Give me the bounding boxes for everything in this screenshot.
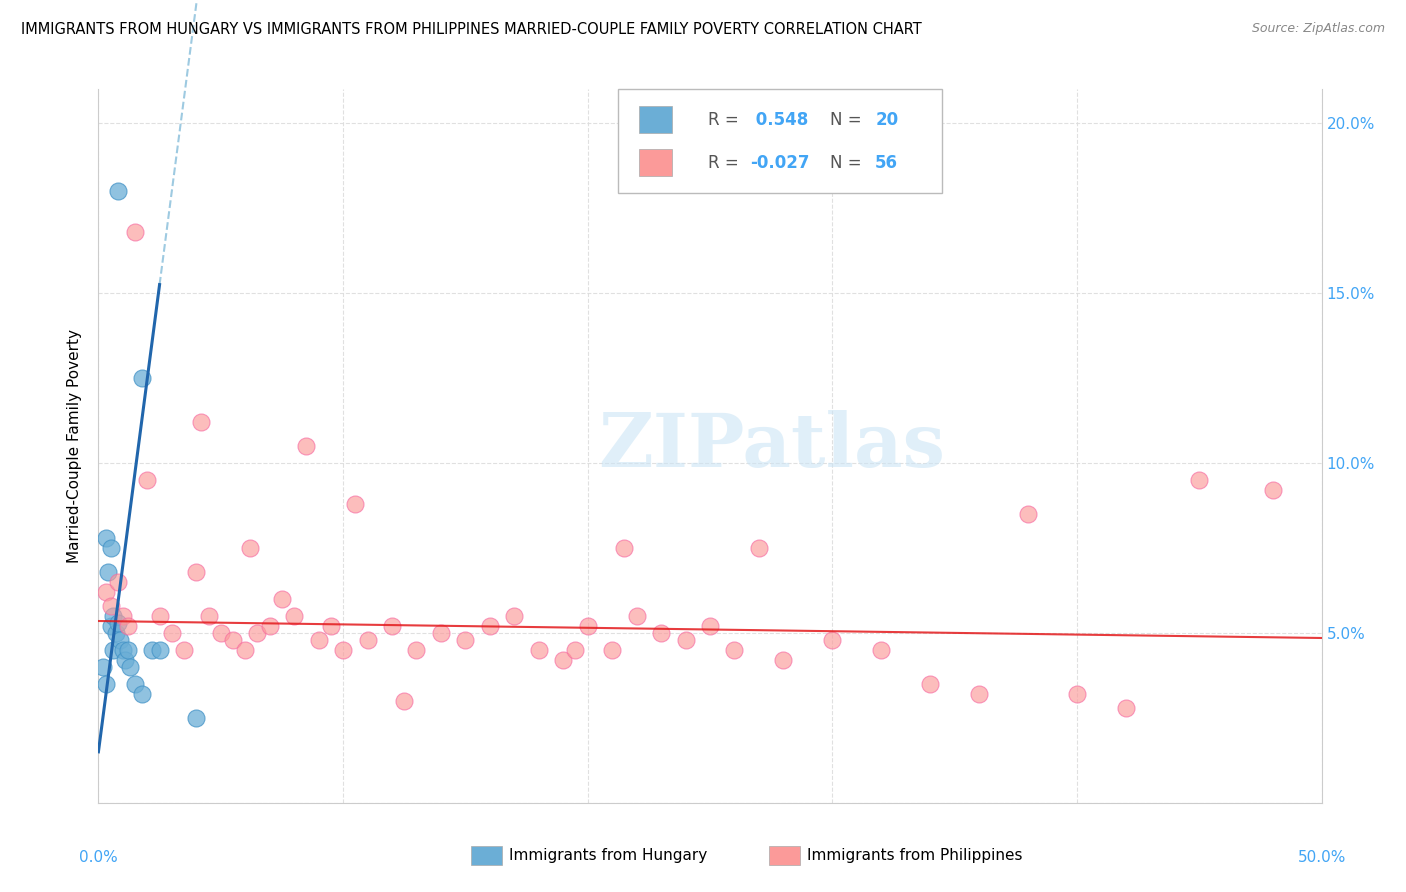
Point: [1066, 687, 1088, 701]
Point: [94, 585, 117, 599]
Point: [381, 619, 404, 633]
Point: [283, 608, 305, 623]
Point: [356, 632, 378, 647]
Point: [332, 643, 354, 657]
Text: Immigrants from Philippines: Immigrants from Philippines: [807, 848, 1022, 863]
Point: [97, 565, 120, 579]
Text: N =: N =: [830, 111, 866, 128]
Point: [111, 608, 134, 623]
Point: [136, 473, 159, 487]
Point: [920, 677, 942, 691]
Point: [124, 677, 146, 691]
Text: 56: 56: [875, 153, 898, 171]
Point: [748, 541, 770, 555]
Point: [650, 626, 672, 640]
Point: [600, 643, 623, 657]
Point: [197, 608, 219, 623]
Point: [699, 619, 721, 633]
Text: 0.0%: 0.0%: [79, 850, 118, 865]
Point: [392, 694, 416, 708]
Point: [233, 643, 256, 657]
Point: [100, 541, 122, 555]
Point: [107, 615, 129, 630]
Point: [295, 439, 318, 453]
Point: [160, 626, 183, 640]
FancyBboxPatch shape: [619, 89, 942, 193]
Point: [173, 643, 195, 657]
Point: [870, 643, 893, 657]
Text: IMMIGRANTS FROM HUNGARY VS IMMIGRANTS FROM PHILIPPINES MARRIED-COUPLE FAMILY POV: IMMIGRANTS FROM HUNGARY VS IMMIGRANTS FR…: [21, 22, 922, 37]
Point: [308, 632, 330, 647]
Point: [1188, 473, 1211, 487]
Text: -0.027: -0.027: [751, 153, 810, 171]
Point: [430, 626, 453, 640]
Point: [149, 608, 172, 623]
Point: [478, 619, 501, 633]
Point: [141, 643, 163, 657]
Point: [111, 643, 134, 657]
Y-axis label: Married-Couple Family Poverty: Married-Couple Family Poverty: [67, 329, 83, 563]
Point: [149, 643, 172, 657]
Point: [270, 591, 294, 606]
Point: [104, 626, 127, 640]
Text: 20: 20: [875, 111, 898, 128]
Point: [319, 619, 342, 633]
FancyBboxPatch shape: [640, 149, 672, 177]
Point: [186, 565, 208, 579]
Point: [107, 574, 129, 589]
Point: [110, 632, 132, 647]
FancyBboxPatch shape: [640, 106, 672, 134]
Point: [91, 660, 114, 674]
Point: [239, 541, 262, 555]
Point: [454, 632, 477, 647]
Point: [405, 643, 427, 657]
Point: [120, 660, 142, 674]
Point: [209, 626, 232, 640]
Point: [675, 632, 697, 647]
Point: [1261, 483, 1284, 498]
Point: [503, 608, 526, 623]
Point: [564, 643, 586, 657]
Point: [114, 653, 136, 667]
Point: [821, 632, 844, 647]
Point: [124, 225, 146, 239]
Point: [107, 184, 129, 198]
Point: [94, 677, 117, 691]
Point: [131, 687, 153, 701]
Text: 0.548: 0.548: [751, 111, 808, 128]
Text: N =: N =: [830, 153, 866, 171]
Point: [967, 687, 990, 701]
Point: [100, 619, 122, 633]
Point: [131, 371, 153, 385]
Text: R =: R =: [707, 153, 744, 171]
Text: 50.0%: 50.0%: [1298, 850, 1346, 865]
Point: [1017, 507, 1039, 521]
Text: Source: ZipAtlas.com: Source: ZipAtlas.com: [1251, 22, 1385, 36]
Text: ZIPatlas: ZIPatlas: [598, 409, 945, 483]
Text: R =: R =: [707, 111, 744, 128]
Point: [553, 653, 575, 667]
Point: [117, 619, 139, 633]
Point: [117, 643, 139, 657]
Point: [259, 619, 281, 633]
Point: [527, 643, 550, 657]
Point: [222, 632, 245, 647]
Point: [186, 711, 208, 725]
Point: [101, 608, 124, 623]
Point: [101, 643, 124, 657]
Point: [190, 415, 212, 429]
Point: [576, 619, 599, 633]
Point: [1115, 700, 1137, 714]
Point: [94, 531, 117, 545]
Point: [613, 541, 636, 555]
Point: [246, 626, 269, 640]
Point: [100, 599, 122, 613]
Point: [626, 608, 648, 623]
Point: [344, 497, 367, 511]
Point: [772, 653, 794, 667]
Point: [723, 643, 745, 657]
Text: Immigrants from Hungary: Immigrants from Hungary: [509, 848, 707, 863]
